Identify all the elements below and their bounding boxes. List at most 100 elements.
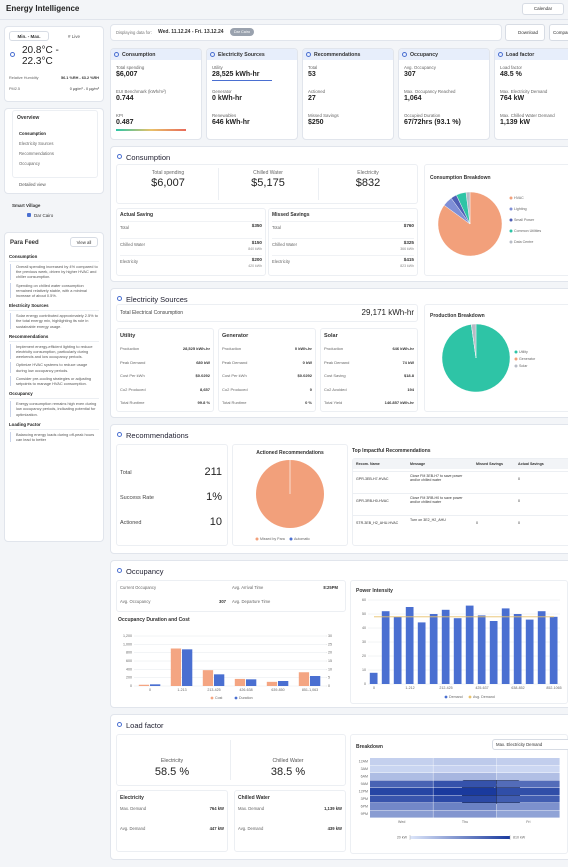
calendar-label[interactable]: Calendar (533, 6, 553, 11)
source-value: 0 (309, 386, 312, 392)
kpi-header (495, 49, 568, 60)
source-column (218, 328, 316, 412)
humidity-label: Relative Humidity (9, 76, 39, 80)
info-value: 8:25PM (323, 585, 338, 590)
tooltip-title: Max. Electricity Demand (466, 783, 515, 788)
source-label: Cost Per kWh (120, 373, 145, 378)
icon (402, 52, 407, 57)
compare-label[interactable]: Compare (553, 29, 568, 35)
feed-list: Consumption Overall spending increased by… (9, 252, 99, 445)
source-value: $0.0292 (297, 373, 312, 378)
source-value: 0 kWh-hr (294, 346, 312, 351)
section-title: Electricity Sources (126, 294, 188, 304)
overview-title: Overview (17, 115, 40, 121)
overview-item[interactable]: Electricity Sources (19, 141, 54, 146)
humidity: 56.1 %RH - 63.2 %RH (61, 76, 99, 80)
load-table (234, 790, 346, 852)
metric-label: Electricity (160, 758, 184, 764)
feed-heading: Occupancy (9, 389, 99, 400)
kpi-label: Utility (212, 65, 223, 70)
pie-box (232, 444, 348, 546)
table-label: Avg. Demand (238, 826, 264, 831)
kpi-title: Recommendations (314, 51, 361, 58)
calendar-button[interactable] (522, 3, 564, 15)
kpi-value: 1,064 (404, 95, 422, 102)
source-label: Production (222, 346, 242, 351)
feed-title: Para Feed (10, 240, 39, 246)
kpi-card (398, 48, 490, 140)
savings-value: $350 (251, 223, 262, 228)
download-label[interactable]: Download (517, 29, 539, 35)
campus: Smart Village (12, 203, 41, 208)
overview-item[interactable]: Recommendations (19, 151, 54, 156)
feed-item: Energy consumption remains high even dur… (10, 401, 99, 417)
overview-list (12, 110, 98, 178)
savings-table (116, 208, 266, 276)
column-header: Missed Savings (476, 461, 503, 466)
feed-item: Solar energy contributed approximately 2… (10, 313, 99, 329)
kpi-value: 1,139 kW (500, 119, 530, 126)
metrics-box (116, 164, 418, 204)
kpi-label: Avg. Occupancy (404, 65, 436, 70)
metric-dropdown[interactable] (492, 739, 568, 750)
savings-title: Missed Savings (272, 212, 310, 218)
overview-item[interactable]: Consumption (19, 131, 46, 136)
savings-label: Total (272, 225, 281, 230)
app-title: Energy Intelligence (6, 4, 80, 13)
overview-item[interactable]: Occupancy (19, 161, 40, 166)
source-label: Total Yield (324, 400, 343, 405)
power-box (350, 580, 568, 704)
table-cell: GPR-3EB-H7-HVAC (356, 477, 389, 481)
source-label: Production (324, 346, 344, 351)
kpi-title: Electricity Sources (218, 51, 265, 58)
row-line (272, 255, 414, 256)
kpi-value: 307 (404, 71, 416, 78)
dropdown-label[interactable]: Max. Electricity Demand (496, 742, 543, 747)
view-all-button[interactable] (70, 237, 98, 247)
icon (114, 52, 119, 57)
feed-item: Balancing energy loads during off-peak h… (10, 431, 99, 443)
chart-title: Power Intensity (356, 588, 393, 594)
kpi-label: Max. Electricity Demand (500, 89, 548, 94)
kpi-label: KPI (116, 113, 124, 118)
chart-title: Occupancy Duration and Cost (118, 617, 190, 623)
feed-item: Overall spending increased by 4% compare… (10, 264, 99, 280)
building: Dar Cairo (34, 212, 54, 218)
savings-value: $200 (251, 257, 262, 262)
info-label: Avg. Arrival Time (232, 585, 264, 590)
metrics-box (116, 444, 228, 546)
source-value: 8,657 (199, 386, 210, 392)
icon (117, 432, 122, 437)
metric-value: $5,175 (251, 177, 285, 189)
section-title: Load factor (126, 720, 164, 730)
metric-value: $832 (355, 177, 381, 189)
table-cell: Turn on 3E2_H2_AHU (410, 518, 446, 522)
savings-note: 366 kWh (400, 247, 414, 251)
table-cell: GPR-3RB-H0-HVAC (356, 499, 389, 503)
toggle-label[interactable]: Min. - Max. (17, 33, 41, 39)
kpi-title: Occupancy (410, 51, 438, 58)
badge-label: Dar Cairo (233, 29, 251, 34)
compare-button[interactable] (549, 24, 568, 41)
chart-title: Breakdown (356, 744, 383, 750)
metric-label: Actioned (120, 520, 142, 526)
source-value: 646 kWh-hr (392, 346, 414, 351)
table-cell: 0 (518, 499, 520, 503)
kpi-label: EUI Benchmark (kWh/m²) (116, 89, 167, 94)
table-cell: STR-3EB_H2_AHU-HVAC (356, 521, 399, 525)
detailed-view[interactable]: Detailed view (19, 182, 46, 187)
live-label: # Live (68, 33, 81, 39)
date-label: Displaying data for: (116, 29, 152, 35)
download-button[interactable] (505, 24, 545, 41)
badge (230, 28, 254, 36)
savings-note: 840 kWh (248, 247, 262, 251)
table-title: Chilled Water (238, 795, 270, 801)
info-label: Current Occupancy (120, 585, 157, 590)
icon (117, 296, 122, 301)
kpi-card (206, 48, 298, 140)
section-title: Consumption (126, 152, 171, 162)
view-all[interactable]: View all (76, 239, 92, 245)
savings-label: Electricity (272, 259, 290, 264)
info-label: Avg. Departure Time (232, 599, 271, 604)
toggle[interactable] (9, 31, 49, 41)
